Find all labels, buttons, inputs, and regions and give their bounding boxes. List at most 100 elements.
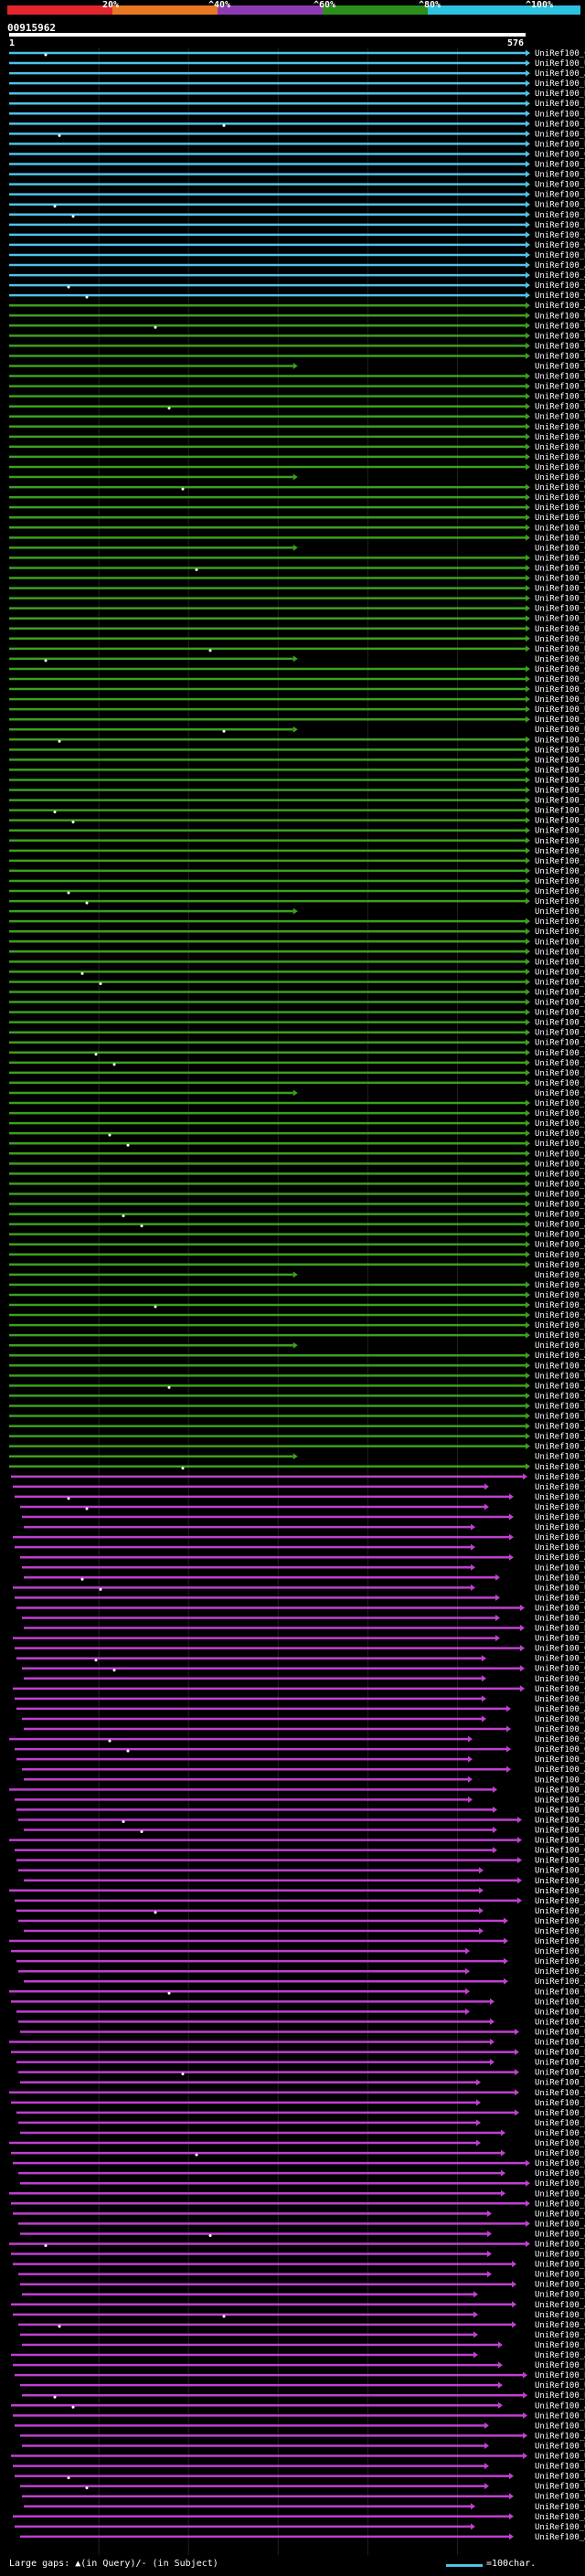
hit-label: UniRef100_B6Q1V1 (535, 2149, 585, 2158)
hit-label: UniRef100_A8X2X7 (535, 989, 585, 998)
hit-label: UniRef100_B3VIY4 (535, 211, 585, 220)
gap-marker (181, 487, 185, 491)
hit-arrow (504, 1977, 508, 1985)
hit-label: UniRef100_Q6B8L5 (535, 2018, 585, 2027)
hit-label: UniRef100_Q7ZV99 (535, 2059, 585, 2068)
hit-arrow (526, 554, 530, 561)
hit-arrow (526, 1029, 530, 1036)
hit-arrow (495, 1615, 500, 1621)
hit-arrow (526, 1301, 530, 1309)
scale-tick-20: 20% (102, 0, 119, 10)
hit-label: UniRef100_Q75PV6 (535, 1311, 585, 1320)
gap-marker (140, 1830, 144, 1834)
hit-label: UniRef100_UP1000.. (535, 2008, 585, 2017)
hit-label: UniRef100_UP1000.. (535, 1988, 585, 1997)
hit-label: UniRef100_B5Y464 (535, 1635, 585, 1644)
hit-label: UniRef100_A6BPA8 (535, 2533, 585, 2542)
hit-arrow (501, 2129, 505, 2136)
hit-label: UniRef100_UP1000.. (535, 403, 585, 412)
gap-marker (58, 739, 61, 743)
hit-arrow (465, 2008, 470, 2015)
hit-arrow (490, 2018, 495, 2025)
hit-label: UniRef100_B4WTV0 (535, 2079, 585, 2088)
hit-label: UniRef100_C5PA27 (535, 1211, 585, 1220)
gap-marker (208, 649, 212, 652)
gap-marker (122, 1214, 125, 1218)
hit-label: UniRef100_C5CE33 (535, 2331, 585, 2340)
hit-label: UniRef100_A6YWM0 (535, 1907, 585, 1916)
hit-label: UniRef100_B3VIY8 (535, 181, 585, 190)
hit-arrow (526, 69, 530, 77)
hit-arrow (468, 1735, 473, 1743)
hit-label: UniRef100_UP1000.. (535, 514, 585, 523)
hit-label: UniRef100_A4N336 (535, 1523, 585, 1532)
hit-arrow (526, 2159, 530, 2167)
hit-arrow (526, 857, 530, 864)
hit-arrow (526, 80, 530, 87)
hit-label: UniRef100_Q1KTJ6 (535, 1281, 585, 1290)
scale-tick-100: ^100% (526, 0, 553, 10)
hit-label: UniRef100_Q5CP74 (535, 1675, 585, 1684)
hit-label: UniRef100_A2QYG6 (535, 1352, 585, 1361)
hit-arrow (517, 1837, 522, 1844)
hit-label: UniRef100_Q5RF51 (535, 504, 585, 513)
gap-marker (67, 2476, 70, 2480)
hit-arrow (526, 1241, 530, 1248)
hit-label: UniRef100_A7QWV0 (535, 69, 585, 79)
hit-arrow (498, 2361, 503, 2369)
gap-marker (108, 1133, 112, 1137)
hit-arrow (526, 433, 530, 440)
hit-arrow (526, 1009, 530, 1016)
hit-label: UniRef100_B8LX59 (535, 1937, 585, 1946)
hit-arrow (292, 473, 298, 481)
hit-label: UniRef100_C5X828 (535, 1483, 585, 1492)
hit-arrow (509, 1493, 514, 1500)
hit-label: UniRef100_Q17IB6 (535, 736, 585, 745)
hit-arrow (490, 2039, 495, 2046)
hit-label: UniRef100_Q1KTJ8 (535, 1604, 585, 1613)
hit-label: UniRef100_UP1000.. (535, 59, 585, 69)
hit-label: UniRef100_B3VIY3 (535, 221, 585, 230)
hit-label: UniRef100_B8MUX1 (535, 1079, 585, 1088)
hit-arrow (471, 1523, 475, 1531)
hit-label: UniRef100_UP1000.. (535, 2039, 585, 2048)
scale-tick-40: ^40% (208, 0, 230, 10)
hit-label: UniRef100_A7SDE3 (535, 554, 585, 563)
hit-label: UniRef100_Q8S1P5 (535, 1847, 585, 1856)
hit-label: UniRef100_C5SR53 (535, 1331, 585, 1341)
hit-arrow (482, 1675, 486, 1682)
gap-marker (58, 2325, 61, 2328)
hit-arrow (526, 948, 530, 955)
gap-marker (167, 407, 171, 410)
hit-label: UniRef100_C4WXS3 (535, 837, 585, 846)
hit-arrow (526, 827, 530, 834)
hit-label: UniRef100_B9SFU6 (535, 110, 585, 119)
scale-bin-60-80 (323, 5, 428, 15)
hit-arrow (526, 1321, 530, 1329)
hit-arrow (520, 1645, 525, 1652)
hit-arrow (509, 1553, 514, 1561)
gap-marker (44, 659, 48, 663)
hit-label: UniRef100_B4JRT6 (535, 958, 585, 967)
hit-label: UniRef100_C4XZW1 (535, 1827, 585, 1836)
hit-arrow (482, 1695, 486, 1702)
hit-arrow (471, 2503, 475, 2510)
hit-arrow (526, 605, 530, 612)
hit-arrow (476, 2079, 481, 2086)
hit-arrow (515, 2109, 519, 2116)
hit-arrow (484, 1503, 489, 1511)
hit-label: UniRef100_B2IZJ6 (535, 2200, 585, 2209)
hit-arrow (523, 2412, 527, 2419)
hit-arrow (490, 1998, 495, 2005)
gap-marker (140, 1224, 144, 1228)
hit-arrow (526, 322, 530, 329)
hit-label: UniRef100_B8MPQ7 (535, 2119, 585, 2128)
hit-label: UniRef100_B6K7Q7 (535, 1413, 585, 1422)
hit-arrow (468, 1796, 473, 1803)
hit-arrow (526, 645, 530, 652)
hit-label: UniRef100_UP1000.. (535, 342, 585, 351)
hit-arrow (526, 1099, 530, 1107)
hit-label: UniRef100_A4X9Z2 (535, 2301, 585, 2310)
hit-label: UniRef100_Q5C0V4 (535, 1655, 585, 1664)
hit-arrow (484, 2422, 489, 2429)
